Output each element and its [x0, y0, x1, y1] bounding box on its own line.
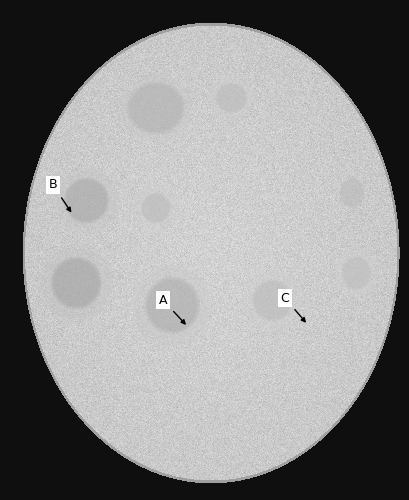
Text: A: A [159, 294, 167, 306]
Text: B: B [49, 178, 57, 192]
Text: C: C [281, 292, 290, 304]
